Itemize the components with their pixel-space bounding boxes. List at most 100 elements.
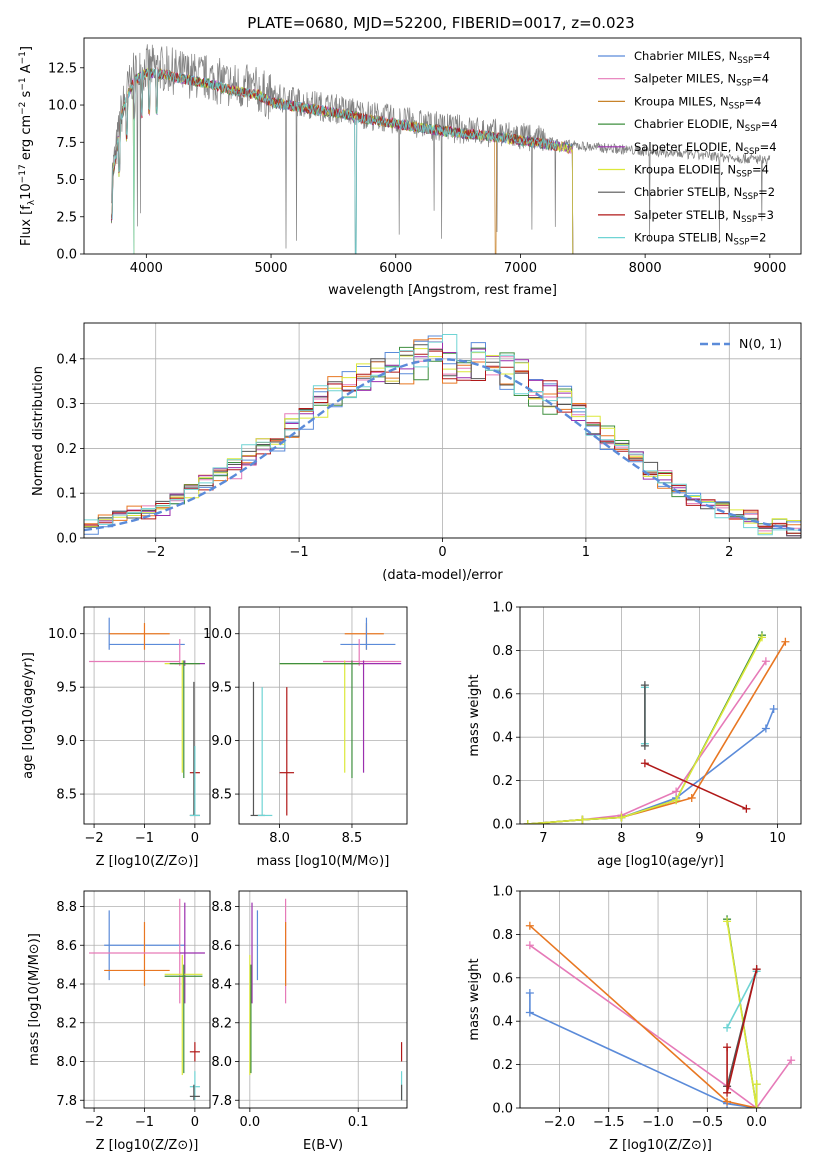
y-tick-label: 8.0 xyxy=(56,1055,77,1070)
y-tick-label: 0.3 xyxy=(56,397,77,412)
y-tick-label: 0.2 xyxy=(56,442,77,457)
y-tick-label: 8.6 xyxy=(56,939,77,954)
mass-weight-marker xyxy=(761,657,770,666)
x-tick-label: −1 xyxy=(290,545,309,560)
legend-label: Chabrier STELIB, NSSP=2 xyxy=(634,185,775,202)
spectrum-model-line xyxy=(111,68,574,254)
y-tick-label: 10.0 xyxy=(48,627,77,642)
y-tick-label: 9.5 xyxy=(56,681,77,696)
plot-area-massweight_vs_age xyxy=(520,607,801,824)
mass-weight-marker xyxy=(723,917,732,926)
mass-weight-marker xyxy=(781,637,790,646)
mass-weight-marker xyxy=(640,741,649,750)
mass-weight-marker xyxy=(752,1080,761,1089)
y-tick-label: 0.4 xyxy=(56,352,77,367)
plot-area-mass_vs_EBV xyxy=(239,891,407,1108)
mass-weight-marker xyxy=(761,724,770,733)
x-tick-label: −1 xyxy=(135,1115,154,1130)
y-axis-label: age [log10(age/yr)] xyxy=(21,652,36,779)
histogram-step-line xyxy=(84,334,801,536)
x-axis-label: Z [log10(Z/Z⊙)] xyxy=(609,1138,712,1153)
axes-frame xyxy=(238,890,408,1109)
y-tick-label: 5.0 xyxy=(56,173,77,188)
y-tick-label: 0.8 xyxy=(492,644,513,659)
x-tick-label: 9000 xyxy=(753,261,786,276)
axes-frame xyxy=(238,606,408,825)
x-tick-label: 2 xyxy=(725,545,733,560)
legend-label: N(0, 1) xyxy=(739,336,782,351)
mass-weight-marker xyxy=(723,1023,732,1032)
x-tick-label: −2 xyxy=(84,1115,103,1130)
y-tick-label: 0.6 xyxy=(492,687,513,702)
mass-weight-line xyxy=(726,921,758,1108)
mass-weight-marker xyxy=(787,1056,796,1065)
x-tick-label: −0.5 xyxy=(692,1115,724,1130)
x-tick-label: 5000 xyxy=(254,261,287,276)
plot-area-age_vs_Z xyxy=(84,607,210,824)
y-tick-label: 9.0 xyxy=(56,734,77,749)
x-tick-label: −1 xyxy=(135,831,154,846)
x-tick-label: 0.0 xyxy=(746,1115,767,1130)
y-tick-label: 0.0 xyxy=(56,532,77,547)
y-tick-label: 8.5 xyxy=(56,788,77,803)
y-tick-label: 0.1 xyxy=(56,487,77,502)
x-tick-label: −2 xyxy=(84,831,103,846)
mass-weight-marker xyxy=(672,796,681,805)
y-tick-label: 8.4 xyxy=(211,978,232,993)
y-tick-label: 8.2 xyxy=(211,1016,232,1031)
x-axis-label: age [log10(age/yr)] xyxy=(597,854,724,869)
y-tick-label: 8.6 xyxy=(211,939,232,954)
mass-weight-marker xyxy=(672,787,681,796)
panel-mass_vs_Z: −2 −1 0 7.8 8.0 8.2 8.4 8.6 8.8 Z [log10(Z/Z⊙)] ma… xyxy=(27,890,211,1153)
spectrum-model-line xyxy=(111,67,558,220)
y-tick-label: 0.8 xyxy=(492,928,513,943)
histogram-step-line xyxy=(84,350,801,534)
mass-weight-marker xyxy=(640,681,649,690)
mass-weight-marker xyxy=(723,1088,732,1097)
mass-weight-marker xyxy=(525,941,534,950)
legend-label: Salpeter MILES, NSSP=4 xyxy=(634,72,769,89)
y-tick-label: 12.5 xyxy=(48,61,77,76)
y-tick-label: 8.0 xyxy=(211,1055,232,1070)
x-tick-label: 8000 xyxy=(629,261,662,276)
x-axis-label: Z [log10(Z/Z⊙)] xyxy=(96,1138,199,1153)
axes-frame xyxy=(519,890,802,1109)
y-tick-label: 0.2 xyxy=(492,774,513,789)
y-axis-label: mass [log10(M/M⊙)] xyxy=(27,933,42,1066)
x-tick-label: 8.5 xyxy=(342,831,363,846)
x-tick-label: 8.0 xyxy=(269,831,290,846)
y-tick-label: 9.0 xyxy=(211,734,232,749)
mass-weight-marker xyxy=(525,921,534,930)
spectrum-model-line xyxy=(111,68,574,254)
legend-label: Salpeter ELODIE, NSSP=4 xyxy=(634,140,777,157)
mass-weight-line xyxy=(529,944,792,1108)
x-tick-label: 1 xyxy=(582,545,590,560)
x-tick-label: 0 xyxy=(438,545,446,560)
mass-weight-marker xyxy=(687,793,696,802)
figure-title: PLATE=0680, MJD=52200, FIBERID=0017, z=0… xyxy=(247,14,634,32)
x-tick-label: 0 xyxy=(191,831,199,846)
y-tick-label: 0.0 xyxy=(56,248,77,263)
legend-label: Chabrier MILES, NSSP=4 xyxy=(634,49,770,66)
x-tick-label: −2 xyxy=(146,545,165,560)
mass-weight-line xyxy=(529,993,757,1108)
mass-weight-line xyxy=(644,762,747,810)
x-axis-label: wavelength [Angstrom, rest frame] xyxy=(328,283,557,298)
y-tick-label: 7.8 xyxy=(211,1094,232,1109)
y-tick-label: 8.4 xyxy=(56,978,77,993)
y-tick-label: 1.0 xyxy=(492,601,513,616)
x-tick-label: 9 xyxy=(695,831,703,846)
mass-weight-marker xyxy=(525,1008,534,1017)
mass-weight-line xyxy=(726,968,758,1093)
spectrum-model-line xyxy=(111,67,574,254)
plot-area-age_vs_mass xyxy=(239,607,407,824)
spectrum-model-line xyxy=(111,68,574,254)
panel-residuals: −2 −1 0 1 2 0.0 0.1 0.2 0.3 0.4 (data-model)/error… xyxy=(31,322,802,583)
y-tick-label: 0.2 xyxy=(492,1058,513,1073)
y-tick-label: 0.4 xyxy=(492,1015,513,1030)
y-tick-label: 1.0 xyxy=(492,885,513,900)
mass-weight-marker xyxy=(523,820,532,824)
spectrum-model-line xyxy=(111,67,558,254)
legend-label: Kroupa MILES, NSSP=4 xyxy=(634,94,761,111)
x-tick-label: −2.0 xyxy=(544,1115,576,1130)
